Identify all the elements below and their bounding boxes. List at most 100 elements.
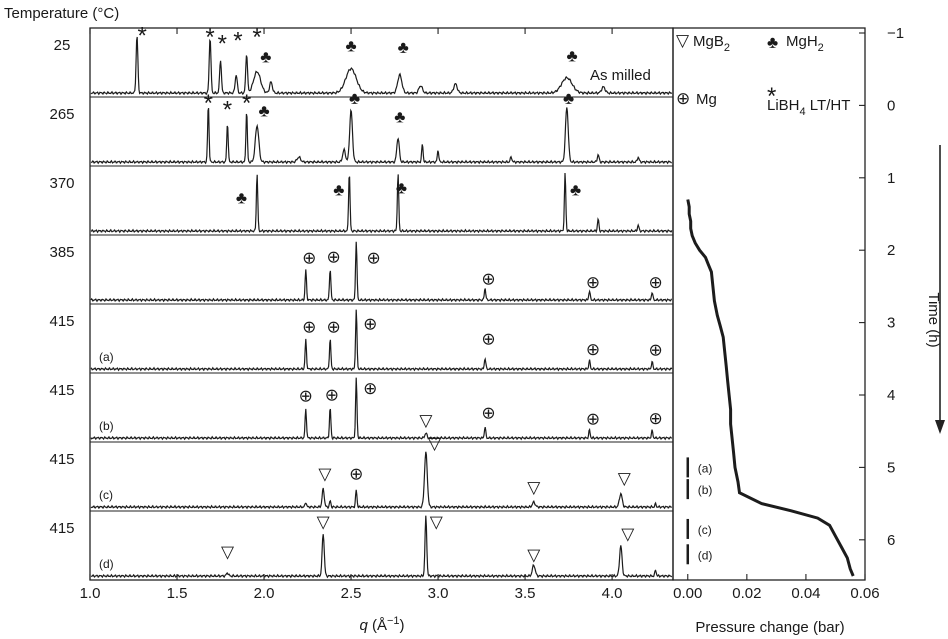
- temperature-label: 415: [49, 520, 74, 537]
- peak-marker: ▽: [618, 469, 632, 488]
- peak-marker: ⊕: [363, 379, 377, 398]
- peak-marker: ♣: [258, 101, 269, 120]
- legend-libh4-icon: *: [767, 83, 776, 110]
- peak-marker: ▽: [527, 478, 541, 497]
- time-tick-label: 4: [887, 387, 895, 404]
- pressure-tick-label: 0.06: [850, 585, 879, 602]
- temperature-labels: 25 265 370 385 415 (a) 415 (b) 415 (c) 415 (d): [49, 37, 113, 571]
- time-tick-label: 6: [887, 532, 895, 549]
- time-tick-label: 0: [887, 97, 895, 114]
- pattern-line: [90, 377, 672, 441]
- legend-mgh2-icon: ♣: [767, 33, 778, 52]
- peak-marker: ⊕: [481, 330, 495, 349]
- peak-marker: *: [252, 24, 261, 51]
- peak-marker: *: [233, 27, 242, 54]
- peak-marker: ⊕: [648, 409, 662, 428]
- peak-marker: ⊕: [299, 386, 313, 405]
- temperature-label: 385: [49, 244, 74, 261]
- legend-libh4-label: LiBH4 LT/HT: [767, 97, 850, 118]
- pressure-curve: [686, 199, 855, 577]
- peak-marker: ♣: [398, 38, 409, 57]
- q-tick-label: 4.0: [602, 585, 623, 602]
- pattern-marker-label: (c): [698, 523, 712, 537]
- time-tick-label: 1: [887, 170, 895, 187]
- time-tick-label: 5: [887, 459, 895, 476]
- peak-marker: ⊕: [302, 317, 316, 336]
- peak-marker: ⊕: [363, 314, 377, 333]
- peak-marker: ♣: [349, 89, 360, 108]
- peak-markers: * * * * *♣♣ ♣ ♣* * * ♣♣♣♣♣ ♣ ♣ ♣⊕ ⊕ ⊕⊕ ⊕ ⊕⊕ ⊕ ⊕⊕⊕ ⊕⊕ ⊕ ⊕▽ ⊕ ⊕ ⊕▽…: [138, 22, 663, 564]
- time-axis-label: Time (h): [925, 292, 942, 347]
- pattern-tag: (d): [99, 557, 114, 571]
- q-axis-label: q (Å−1): [359, 615, 404, 634]
- pattern-tag: (b): [99, 419, 114, 433]
- peak-marker: ♣: [236, 189, 247, 208]
- peak-marker: *: [223, 96, 232, 123]
- pressure-panel-frame: [672, 27, 866, 581]
- as-milled-label: As milled: [590, 67, 651, 84]
- diffraction-series: [90, 36, 673, 579]
- time-tick-label: 3: [887, 315, 895, 332]
- legend-mg-icon: ⊕: [676, 89, 690, 108]
- peak-marker: ⊕: [648, 341, 662, 360]
- legend-mgb2-label: MgB2: [693, 33, 730, 54]
- peak-marker: ♣: [345, 37, 356, 56]
- pressure-tick-label: 0.00: [673, 585, 702, 602]
- peak-marker: ▽: [221, 543, 235, 562]
- peak-marker: ▽: [621, 524, 635, 543]
- peak-marker: ⊕: [648, 273, 662, 292]
- peak-marker: ⊕: [586, 340, 600, 359]
- peak-marker: ▽: [318, 465, 332, 484]
- peak-marker: ⊕: [349, 465, 363, 484]
- peak-marker: ▽: [527, 546, 541, 565]
- pattern-line: [90, 451, 672, 510]
- pressure-tick-label: 0.02: [732, 585, 761, 602]
- temperature-label: 415: [49, 382, 74, 399]
- temperature-label: 265: [49, 106, 74, 123]
- q-tick-label: 3.5: [515, 585, 536, 602]
- legend-mg-label: Mg: [696, 91, 717, 108]
- temperature-axis-label: Temperature (°C): [4, 5, 119, 22]
- temperature-label: 25: [54, 37, 71, 54]
- legend-mgh2-label: MgH2: [786, 33, 824, 54]
- pressure-trace: [686, 199, 855, 577]
- peak-marker: ⊕: [327, 247, 341, 266]
- peak-marker: ⊕: [586, 410, 600, 429]
- q-tick-label: 1.5: [167, 585, 188, 602]
- q-tick-label: 3.0: [428, 585, 449, 602]
- peak-marker: ⊕: [481, 270, 495, 289]
- peak-marker: ▽: [430, 512, 444, 531]
- time-tick-label: 2: [887, 242, 895, 259]
- pressure-tick-label: 0.04: [791, 585, 820, 602]
- pressure-markers: (a) (b) (c) (d): [686, 457, 713, 565]
- peak-marker: ▽: [428, 434, 442, 453]
- pattern-line: [90, 172, 673, 234]
- q-tick-label: 1.0: [80, 585, 101, 602]
- temperature-label: 415: [49, 451, 74, 468]
- peak-marker: *: [138, 22, 147, 49]
- pattern-marker-label: (a): [698, 461, 713, 475]
- pattern-tag: (a): [99, 350, 114, 364]
- peak-marker: ▽: [317, 512, 331, 531]
- time-axis-ticks: −1 0 1 2 3 4 5 6: [859, 25, 904, 549]
- peak-marker: *: [242, 90, 251, 117]
- pressure-axis-ticks: 0.00 0.02 0.04 0.06: [673, 574, 880, 602]
- peak-marker: ⊕: [367, 248, 381, 267]
- legend-mgb2-icon: ▽: [676, 31, 690, 50]
- pattern-line: [90, 36, 673, 96]
- peak-marker: *: [204, 90, 213, 117]
- peak-marker: *: [205, 24, 214, 51]
- legend: ▽ MgB2 ♣ MgH2 ⊕ Mg * LiBH4 LT/HT: [676, 31, 850, 118]
- peak-marker: ⊕: [586, 273, 600, 292]
- peak-marker: ♣: [570, 181, 581, 200]
- temperature-label: 415: [49, 313, 74, 330]
- peak-marker: ⊕: [327, 317, 341, 336]
- time-tick-label: −1: [887, 25, 904, 42]
- time-direction-arrow: [935, 145, 945, 434]
- peak-marker: ♣: [394, 107, 405, 126]
- peak-marker: ♣: [563, 89, 574, 108]
- peak-marker: ▽: [419, 411, 433, 430]
- pattern-line: [90, 515, 673, 579]
- peak-marker: ⊕: [481, 403, 495, 422]
